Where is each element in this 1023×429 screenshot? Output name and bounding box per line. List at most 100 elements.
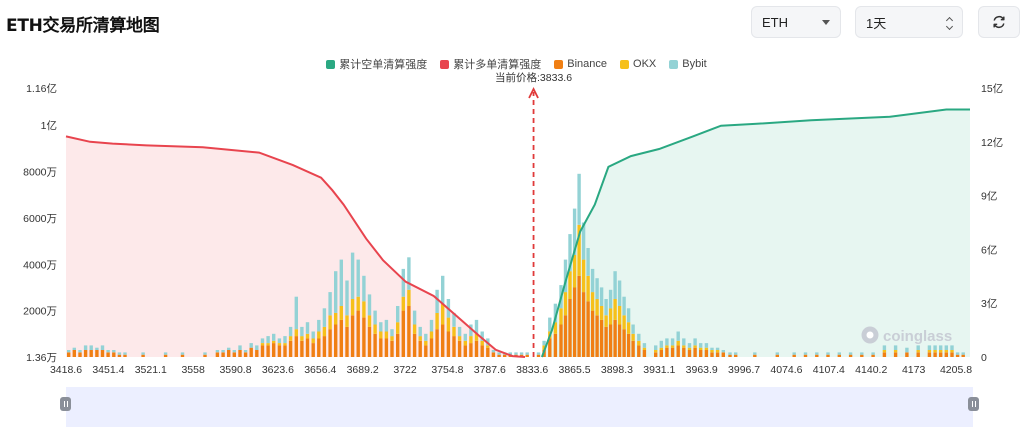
bar-binance — [503, 354, 507, 357]
bar-okx — [277, 343, 282, 346]
bar-okx — [553, 322, 558, 334]
bar-okx — [577, 224, 581, 276]
bar-bybit — [266, 336, 270, 344]
coinglass-logo-core — [866, 331, 874, 339]
bar-binance — [939, 352, 943, 357]
bar-binance — [227, 350, 231, 357]
legend-item-okx[interactable]: OKX — [620, 56, 656, 72]
refresh-button[interactable] — [978, 6, 1020, 38]
bar-bybit — [362, 275, 366, 302]
bar-bybit — [670, 338, 675, 346]
bar-okx — [665, 345, 669, 348]
bar-binance — [429, 338, 434, 357]
bar-okx — [401, 296, 405, 311]
symbol-select[interactable]: ETH — [751, 6, 841, 38]
bar-bybit — [654, 345, 658, 350]
bar-bybit — [141, 352, 145, 355]
bar-okx — [637, 340, 641, 346]
y-right-tick-label: 9亿 — [981, 190, 997, 203]
bar-okx — [452, 326, 456, 337]
x-tick-label: 3623.6 — [262, 364, 294, 376]
liquidation-chart[interactable]: 当前价格:3833.6 coinglass 1.36万 2000万 4000万 600… — [0, 0, 1023, 386]
legend-label: 累计多单清算强度 — [453, 59, 542, 71]
bar-bybit — [617, 280, 622, 306]
bar-okx — [294, 329, 298, 337]
x-tick-label: 3754.8 — [431, 364, 463, 376]
bar-binance — [305, 338, 310, 357]
long-cumulative-line — [65, 135, 526, 358]
bar-binance — [283, 345, 287, 357]
bar-binance — [95, 350, 99, 357]
zoom-handle-left[interactable] — [60, 397, 71, 411]
bar-binance — [525, 354, 529, 357]
bar-okx — [568, 271, 572, 299]
cumulative-lines — [65, 108, 970, 358]
bar-bybit — [519, 352, 524, 355]
zoom-scroller[interactable] — [60, 387, 979, 427]
legend-item-bybit[interactable]: Bybit — [669, 56, 707, 72]
bar-okx — [334, 312, 338, 325]
y-left-tick-label: 1亿 — [41, 119, 57, 132]
chart-legend: 累计空单清算强度 累计多单清算强度 Binance OKX Bybit — [0, 56, 1023, 72]
bar-binance — [457, 340, 462, 357]
bar-bybit — [637, 333, 641, 341]
bar-bybit — [412, 310, 417, 325]
bar-binance — [300, 340, 304, 357]
bar-binance — [617, 324, 622, 357]
y-left-tick-label: 2000万 — [23, 306, 57, 318]
bar-okx — [260, 343, 265, 346]
bar-binance — [446, 331, 451, 357]
bar-bybit — [961, 352, 965, 355]
bar-bybit — [112, 350, 116, 353]
bar-bybit — [599, 287, 604, 306]
bar-binance — [775, 354, 779, 357]
bar-binance — [670, 347, 675, 357]
coinglass-wordmark: coinglass — [883, 328, 952, 345]
bar-binance — [944, 352, 948, 357]
bar-okx — [542, 345, 546, 350]
bar-binance — [474, 340, 479, 357]
bar-bybit — [232, 350, 236, 353]
bar-binance — [687, 350, 692, 357]
x-tick-label: 4140.2 — [855, 364, 887, 376]
bar-okx — [474, 333, 479, 341]
bar-binance — [311, 343, 315, 357]
time-range-select[interactable]: 1天 — [855, 6, 963, 38]
bar-bybit — [260, 338, 265, 343]
bar-okx — [362, 301, 366, 318]
bar-binance — [955, 354, 960, 357]
bar-bybit — [753, 352, 757, 355]
bar-okx — [654, 350, 658, 353]
bar-okx — [586, 275, 590, 302]
bar-binance — [536, 354, 541, 357]
bar-bybit — [548, 317, 552, 332]
bar-binance — [83, 350, 88, 357]
x-tick-label: 4074.6 — [770, 364, 802, 376]
bar-bybit — [283, 336, 287, 344]
bar-okx — [563, 292, 568, 316]
legend-item-binance[interactable]: Binance — [554, 56, 607, 72]
bar-binance — [693, 347, 697, 357]
bar-binance — [277, 345, 282, 357]
y-right-tick-label: 15亿 — [981, 82, 1003, 95]
bar-binance — [294, 336, 298, 357]
bar-bybit — [710, 347, 714, 350]
bar-okx — [311, 338, 315, 343]
bar-okx — [424, 340, 428, 346]
zoom-handle-right[interactable] — [968, 397, 979, 411]
bar-binance — [626, 333, 631, 357]
bar-binance — [221, 352, 225, 357]
bar-okx — [457, 336, 462, 341]
bar-bybit — [277, 338, 282, 343]
x-tick-label: 3521.1 — [135, 364, 167, 376]
bar-bybit — [514, 352, 518, 355]
bar-okx — [676, 340, 680, 346]
bar-bybit — [577, 173, 581, 225]
legend-item-long-cumulative[interactable]: 累计多单清算强度 — [440, 56, 541, 72]
bar-bybit — [905, 347, 909, 353]
bar-binance — [390, 340, 394, 357]
bar-bybit — [339, 259, 343, 306]
legend-item-short-cumulative[interactable]: 累计空单清算强度 — [326, 56, 427, 72]
bar-bybit — [294, 296, 298, 330]
bar-binance — [604, 326, 608, 357]
